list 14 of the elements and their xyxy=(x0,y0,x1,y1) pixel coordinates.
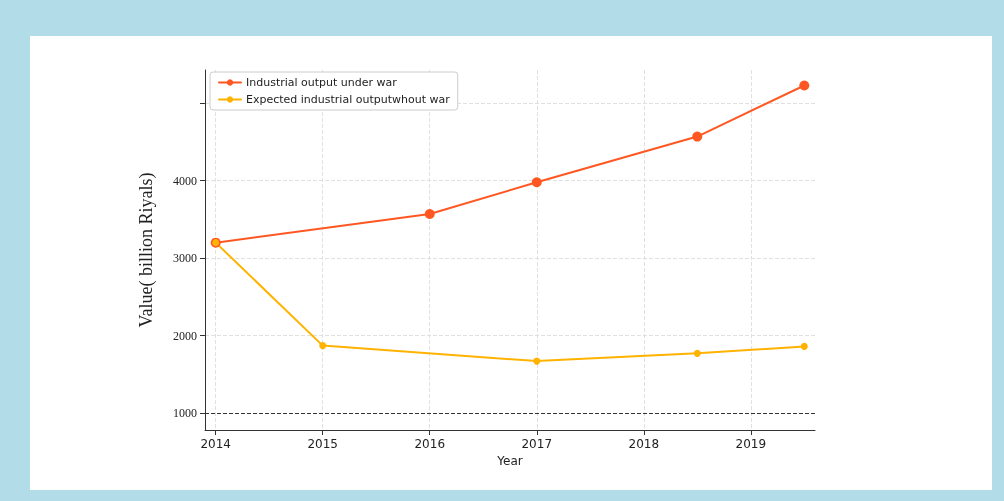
x-tick-label: 2017 xyxy=(521,437,553,451)
x-tick-label: 2016 xyxy=(414,437,446,451)
x-tick-label: 2019 xyxy=(735,437,767,451)
y-tick-label: 4000 xyxy=(173,173,197,188)
legend-label: Expected industrial outputwhout war xyxy=(246,93,451,106)
y-tick-label: 1000 xyxy=(173,405,197,420)
x-tick-label: 2015 xyxy=(307,437,338,451)
y-tick-label: 2000 xyxy=(173,328,197,343)
x-tick-label: 2014 xyxy=(200,437,231,451)
y-tick-label: 3000 xyxy=(173,251,197,266)
x-tick-label: 2018 xyxy=(628,437,660,451)
y-axis-title: Value( billion Riyals) xyxy=(136,172,157,328)
x-axis-title: Year xyxy=(496,453,523,468)
legend-label: Industrial output under war xyxy=(246,76,398,89)
